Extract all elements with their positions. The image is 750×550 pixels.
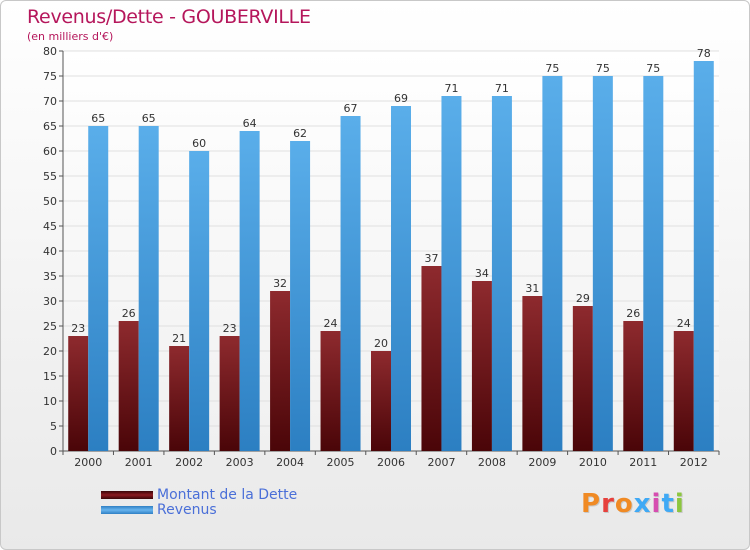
bar-revenus [239, 131, 260, 451]
y-tick-label: 45 [43, 220, 57, 233]
chart-subtitle: (en milliers d'€) [27, 30, 114, 43]
x-tick-label: 2002 [175, 456, 203, 469]
bar-dette [270, 291, 291, 451]
logo-letter: P [581, 489, 602, 519]
logo-letter: i [674, 489, 685, 519]
data-label: 29 [576, 292, 590, 305]
logo-letter: o [614, 489, 634, 519]
proxiti-logo: Proxiti [581, 489, 685, 519]
bar-revenus [491, 96, 512, 451]
chart-title: Revenus/Dette - GOUBERVILLE [27, 6, 311, 28]
data-label: 23 [71, 322, 85, 335]
logo-letter: t [661, 489, 675, 519]
data-label: 71 [444, 82, 458, 95]
data-label: 69 [394, 92, 408, 105]
bar-dette [320, 331, 341, 451]
y-tick-label: 15 [43, 370, 57, 383]
data-label: 34 [475, 267, 489, 280]
x-tick-label: 2007 [427, 456, 455, 469]
bar-dette [572, 306, 593, 451]
x-tick-label: 2000 [74, 456, 102, 469]
data-label: 78 [697, 47, 711, 60]
logo-letter: i [651, 489, 662, 519]
bar-dette [421, 266, 442, 451]
x-tick-label: 2006 [377, 456, 405, 469]
data-label: 31 [525, 282, 539, 295]
bar-revenus [391, 106, 411, 451]
data-label: 24 [324, 317, 338, 330]
y-tick-label: 30 [43, 295, 57, 308]
y-tick-label: 40 [43, 245, 57, 258]
bar-revenus [441, 96, 462, 451]
data-label: 20 [374, 337, 388, 350]
x-tick-label: 2003 [226, 456, 254, 469]
bar-revenus [592, 76, 613, 451]
x-tick-label: 2001 [125, 456, 153, 469]
y-tick-label: 75 [43, 70, 57, 83]
bar-revenus [643, 76, 664, 451]
y-tick-label: 70 [43, 95, 57, 108]
logo-letter: r [601, 489, 615, 519]
y-tick-label: 35 [43, 270, 57, 283]
bar-dette [169, 346, 190, 451]
y-tick-label: 5 [50, 420, 57, 433]
bar-revenus [189, 151, 210, 451]
data-label: 67 [344, 102, 358, 115]
data-label: 26 [626, 307, 640, 320]
legend-swatch-revenus [101, 506, 153, 514]
data-label: 75 [596, 62, 610, 75]
bar-dette [118, 321, 139, 451]
data-label: 37 [424, 252, 438, 265]
y-tick-label: 0 [50, 445, 57, 458]
data-label: 62 [293, 127, 307, 140]
data-label: 32 [273, 277, 287, 290]
x-tick-label: 2010 [579, 456, 607, 469]
y-tick-label: 55 [43, 170, 57, 183]
data-label: 65 [91, 112, 105, 125]
bar-dette [623, 321, 644, 451]
data-label: 75 [545, 62, 559, 75]
bar-dette [371, 351, 391, 451]
data-label: 65 [142, 112, 156, 125]
bar-dette [68, 336, 89, 451]
data-label: 75 [646, 62, 660, 75]
x-tick-label: 2008 [478, 456, 506, 469]
legend-swatch-dette [101, 491, 153, 499]
bar-dette [522, 296, 543, 451]
bar-dette [219, 336, 240, 451]
y-tick-label: 50 [43, 195, 57, 208]
bar-revenus [138, 126, 159, 451]
data-label: 64 [243, 117, 257, 130]
x-tick-label: 2005 [327, 456, 355, 469]
x-tick-label: 2011 [629, 456, 657, 469]
logo-letter: x [633, 489, 652, 519]
data-label: 23 [223, 322, 237, 335]
data-label: 60 [192, 137, 206, 150]
bar-revenus [290, 141, 311, 451]
y-tick-label: 65 [43, 120, 57, 133]
x-tick-label: 2012 [680, 456, 708, 469]
legend-label-revenus: Revenus [157, 502, 217, 518]
bar-revenus [340, 116, 361, 451]
bar-dette [673, 331, 694, 451]
data-label: 21 [172, 332, 186, 345]
data-label: 26 [122, 307, 136, 320]
bar-dette [471, 281, 492, 451]
data-label: 24 [677, 317, 691, 330]
bar-revenus [88, 126, 109, 451]
y-tick-label: 80 [43, 45, 57, 58]
data-label: 71 [495, 82, 509, 95]
legend-label-dette: Montant de la Dette [157, 487, 298, 503]
x-tick-label: 2009 [528, 456, 556, 469]
x-tick-label: 2004 [276, 456, 304, 469]
y-tick-label: 25 [43, 320, 57, 333]
y-tick-label: 20 [43, 345, 57, 358]
y-tick-label: 60 [43, 145, 57, 158]
bar-revenus [542, 76, 563, 451]
bar-revenus [693, 61, 714, 451]
y-tick-label: 10 [43, 395, 57, 408]
